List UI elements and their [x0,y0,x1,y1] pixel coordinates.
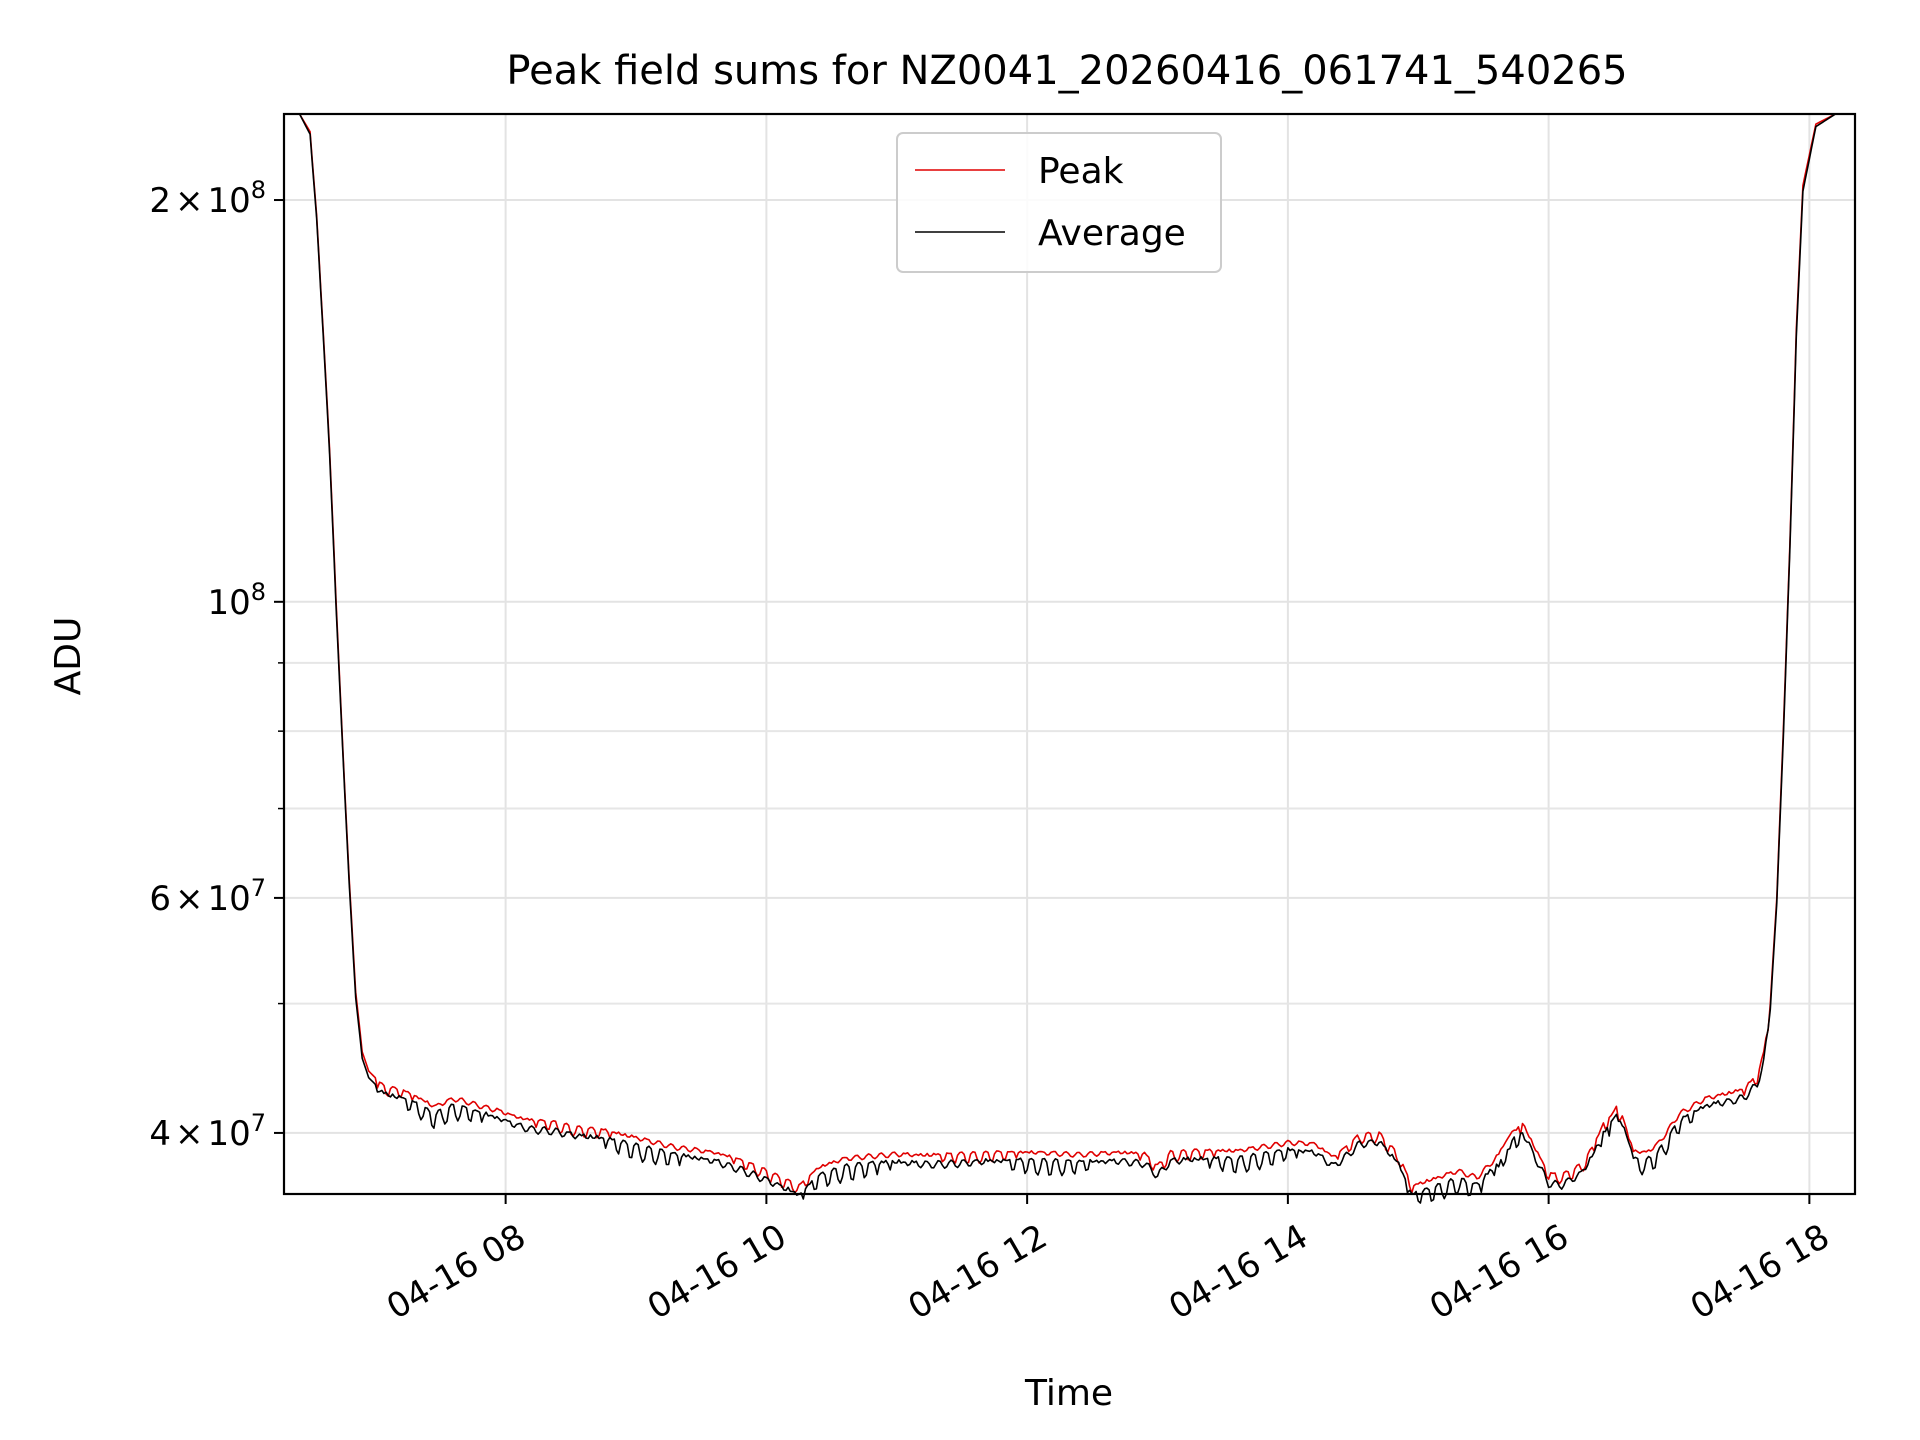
plot-frame [282,112,1857,1196]
y-tick-coef: 4 [149,1114,171,1154]
y-tick-label: 2 × 108 [149,176,266,221]
y-tick-coef: 6 [149,879,171,919]
plot-area-series [284,113,1855,1204]
grid [284,114,1855,1194]
legend-label-peak: Peak [1038,151,1124,192]
y-tick-label: 108 [207,578,266,623]
legend: Peak Average [896,132,1222,273]
y-tick-base: 10 [207,1114,250,1154]
y-tick-exponent: 8 [251,176,266,204]
x-axis-label: Time [1024,1373,1113,1414]
y-tick-base: 10 [207,879,250,919]
chart-title: Peak field sums for NZ0041_20260416_0617… [506,48,1627,94]
y-tick-times: × [175,879,204,919]
series-line-average [284,113,1855,1204]
y-tick-coef: 2 [149,181,171,221]
y-tick-exponent: 8 [251,578,266,606]
y-tick-times: × [175,181,204,221]
y-tick-label: 4 × 107 [149,1109,266,1154]
y-tick-base: 10 [207,583,250,623]
series-line-peak [284,113,1855,1194]
legend-label-average: Average [1038,213,1186,254]
y-tick-times: × [175,1114,204,1154]
legend-box [896,132,1222,273]
y-tick-exponent: 7 [251,874,266,902]
y-tick-base: 10 [207,181,250,221]
y-tick-exponent: 7 [251,1109,266,1137]
y-tick-label: 6 × 107 [149,874,266,919]
y-axis-label: ADU [48,617,89,696]
